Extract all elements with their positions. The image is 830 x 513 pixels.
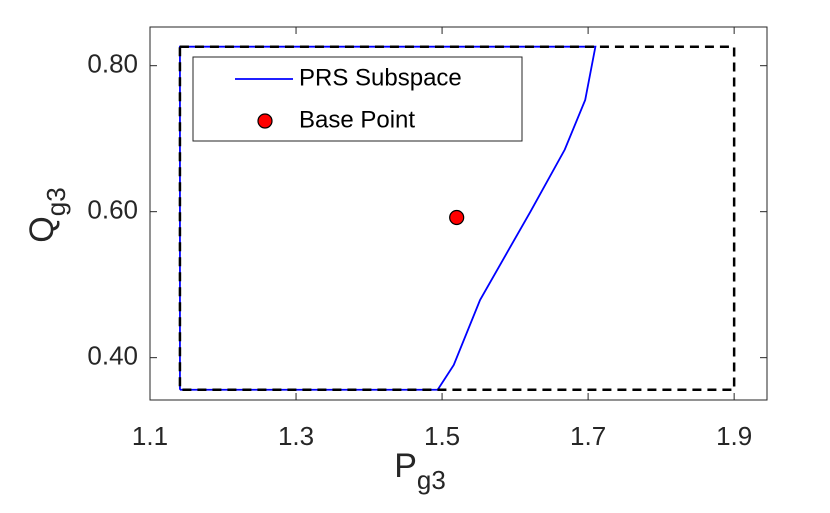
legend-marker [257,113,273,129]
y-tick-label: 0.60 [87,195,138,225]
x-label-sub: g3 [417,465,446,495]
x-tick-label: 1.9 [716,421,752,451]
x-tick-label: 1.5 [424,421,460,451]
series-line [179,45,597,391]
base-point [449,209,465,226]
axes-box [149,26,768,401]
legend-label: Base Point [299,106,415,133]
y-tick-label: 0.80 [87,49,138,79]
y-label-main: Q [23,216,61,242]
y-axis-label: Qg3 [23,187,71,242]
x-tick-label: 1.7 [570,421,606,451]
x-label-main: P [394,447,417,485]
y-tick-label: 0.40 [87,341,138,371]
x-tick-label: 1.1 [132,421,168,451]
x-axis-label: Pg3 [394,447,446,495]
legend-label: PRS Subspace [299,64,462,91]
x-tick-label: 1.3 [278,421,314,451]
legend-box [192,56,523,142]
y-label-sub: g3 [41,187,71,216]
series-line [178,45,736,392]
